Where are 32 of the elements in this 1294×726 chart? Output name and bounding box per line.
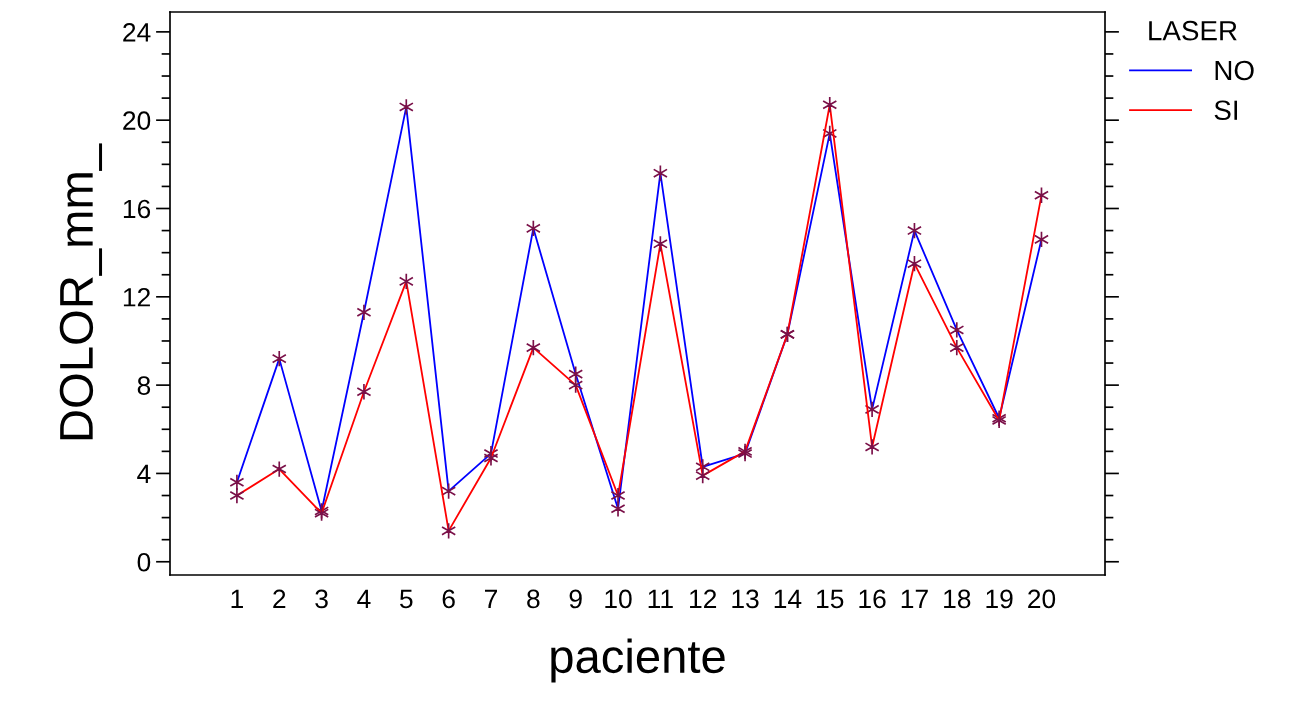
- x-tick-label: 4: [357, 589, 371, 609]
- y-tick-label: 20: [123, 111, 151, 131]
- x-tick-label: 11: [648, 589, 673, 609]
- x-tick-label: 1: [231, 589, 243, 609]
- x-tick-label: 14: [774, 589, 802, 609]
- x-tick-label: 20: [1028, 589, 1056, 609]
- y-axis-title: DOLOR_mm_: [59, 143, 103, 440]
- x-tick-label: 7: [485, 589, 497, 609]
- x-tick-label: 5: [400, 589, 413, 609]
- x-tick-label: 13: [732, 589, 759, 609]
- y-tick-label: 4: [137, 464, 151, 483]
- legend-title: LASER: [1149, 20, 1237, 41]
- legend-label: SI: [1214, 100, 1238, 121]
- x-tick-label: 2: [273, 589, 286, 609]
- x-tick-label: 10: [605, 589, 632, 609]
- y-tick-label: 12: [123, 287, 150, 307]
- y-tick-label: 8: [137, 376, 151, 395]
- x-tick-label: 18: [944, 589, 971, 609]
- x-tick-label: 15: [817, 589, 844, 609]
- x-tick-label: 16: [859, 589, 886, 609]
- x-axis-title: paciente: [551, 638, 725, 683]
- y-tick-label: 0: [137, 552, 151, 572]
- legend-label: NO: [1215, 60, 1254, 81]
- x-tick-label: 9: [569, 589, 582, 609]
- x-tick-label: 6: [442, 589, 455, 609]
- x-tick-label: 19: [986, 589, 1013, 609]
- y-tick-label: 16: [123, 199, 151, 219]
- x-tick-label: 3: [315, 589, 328, 609]
- x-tick-label: 12: [690, 589, 717, 609]
- x-tick-label: 8: [527, 589, 540, 609]
- x-tick-label: 17: [901, 589, 928, 609]
- y-tick-label: 24: [123, 23, 151, 42]
